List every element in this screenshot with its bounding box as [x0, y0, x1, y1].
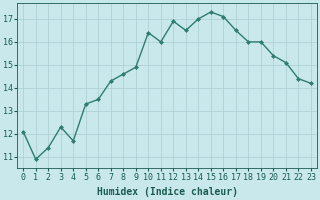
X-axis label: Humidex (Indice chaleur): Humidex (Indice chaleur)	[97, 187, 237, 197]
